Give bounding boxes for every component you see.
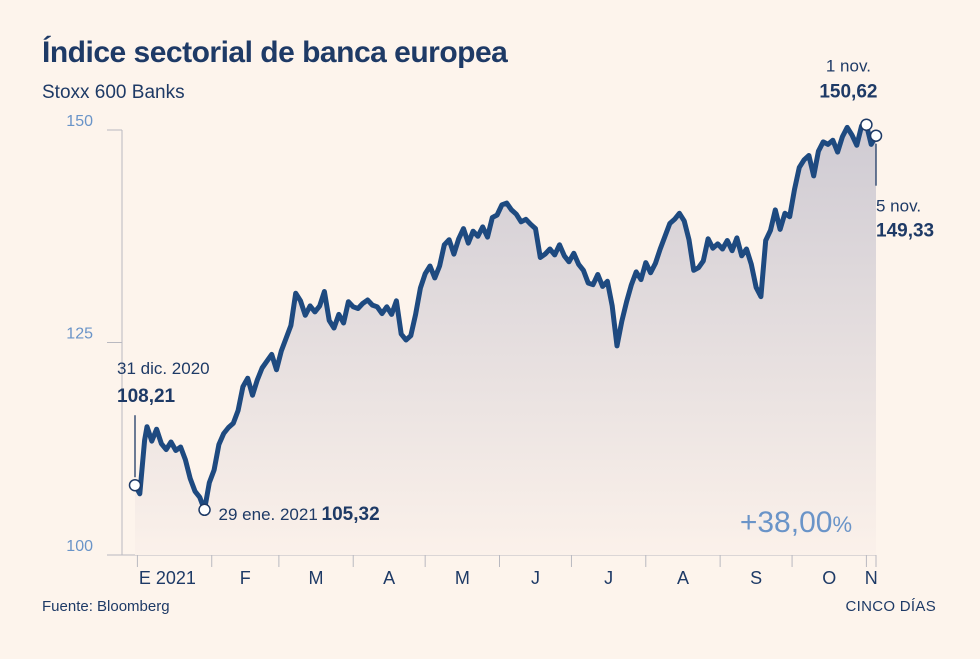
x-axis: E 2021 F M A M J J A S O N — [122, 554, 878, 588]
brand-logo-text: CINCO DÍAS — [845, 598, 936, 615]
x-tick-label: M — [309, 568, 324, 588]
x-tick-label: N — [865, 568, 878, 588]
annotation-value: 150,62 — [819, 82, 877, 103]
annotation-date: 29 ene. 2021 — [219, 505, 318, 524]
x-tick-label: J — [531, 568, 540, 588]
y-tick-label: 100 — [66, 538, 93, 555]
chart-title: Índice sectorial de banca europea — [42, 36, 508, 69]
x-tick-label: J — [604, 568, 613, 588]
change-label: +38,00% — [740, 506, 852, 539]
change-unit: % — [832, 512, 852, 537]
chart-subtitle: Stoxx 600 Banks — [42, 82, 185, 103]
y-tick-label: 150 — [66, 113, 93, 130]
y-tick-label: 125 — [66, 326, 93, 343]
annotation-marker — [128, 478, 142, 492]
x-tick-label: A — [677, 568, 689, 588]
annotation-value: 105,32 — [322, 504, 380, 525]
annotation-marker — [198, 503, 211, 517]
annotation-marker — [869, 129, 883, 142]
x-tick-label: O — [822, 568, 836, 588]
y-axis: 100 125 150 — [66, 113, 123, 556]
annotation-date: 5 nov. — [876, 197, 921, 216]
annotation-date: 1 nov. — [826, 57, 871, 76]
x-tick-label: A — [383, 568, 395, 588]
source-note: Fuente: Bloomberg — [42, 598, 170, 615]
annotations: 31 dic. 2020 108,21 29 ene. 2021 105,32 1 no… — [117, 57, 934, 525]
x-tick-label: E 2021 — [139, 568, 196, 588]
x-tick-label: S — [750, 568, 762, 588]
x-tick-label: F — [240, 568, 251, 588]
area-fill — [135, 124, 876, 555]
annotation-value: 108,21 — [117, 386, 176, 407]
annotation-value: 149,33 — [876, 221, 934, 242]
annotation-marker — [860, 118, 873, 131]
x-tick-label: M — [455, 568, 470, 588]
series-line — [132, 122, 879, 513]
change-value: +38,00 — [740, 506, 833, 539]
annotation-date: 31 dic. 2020 — [117, 359, 210, 378]
